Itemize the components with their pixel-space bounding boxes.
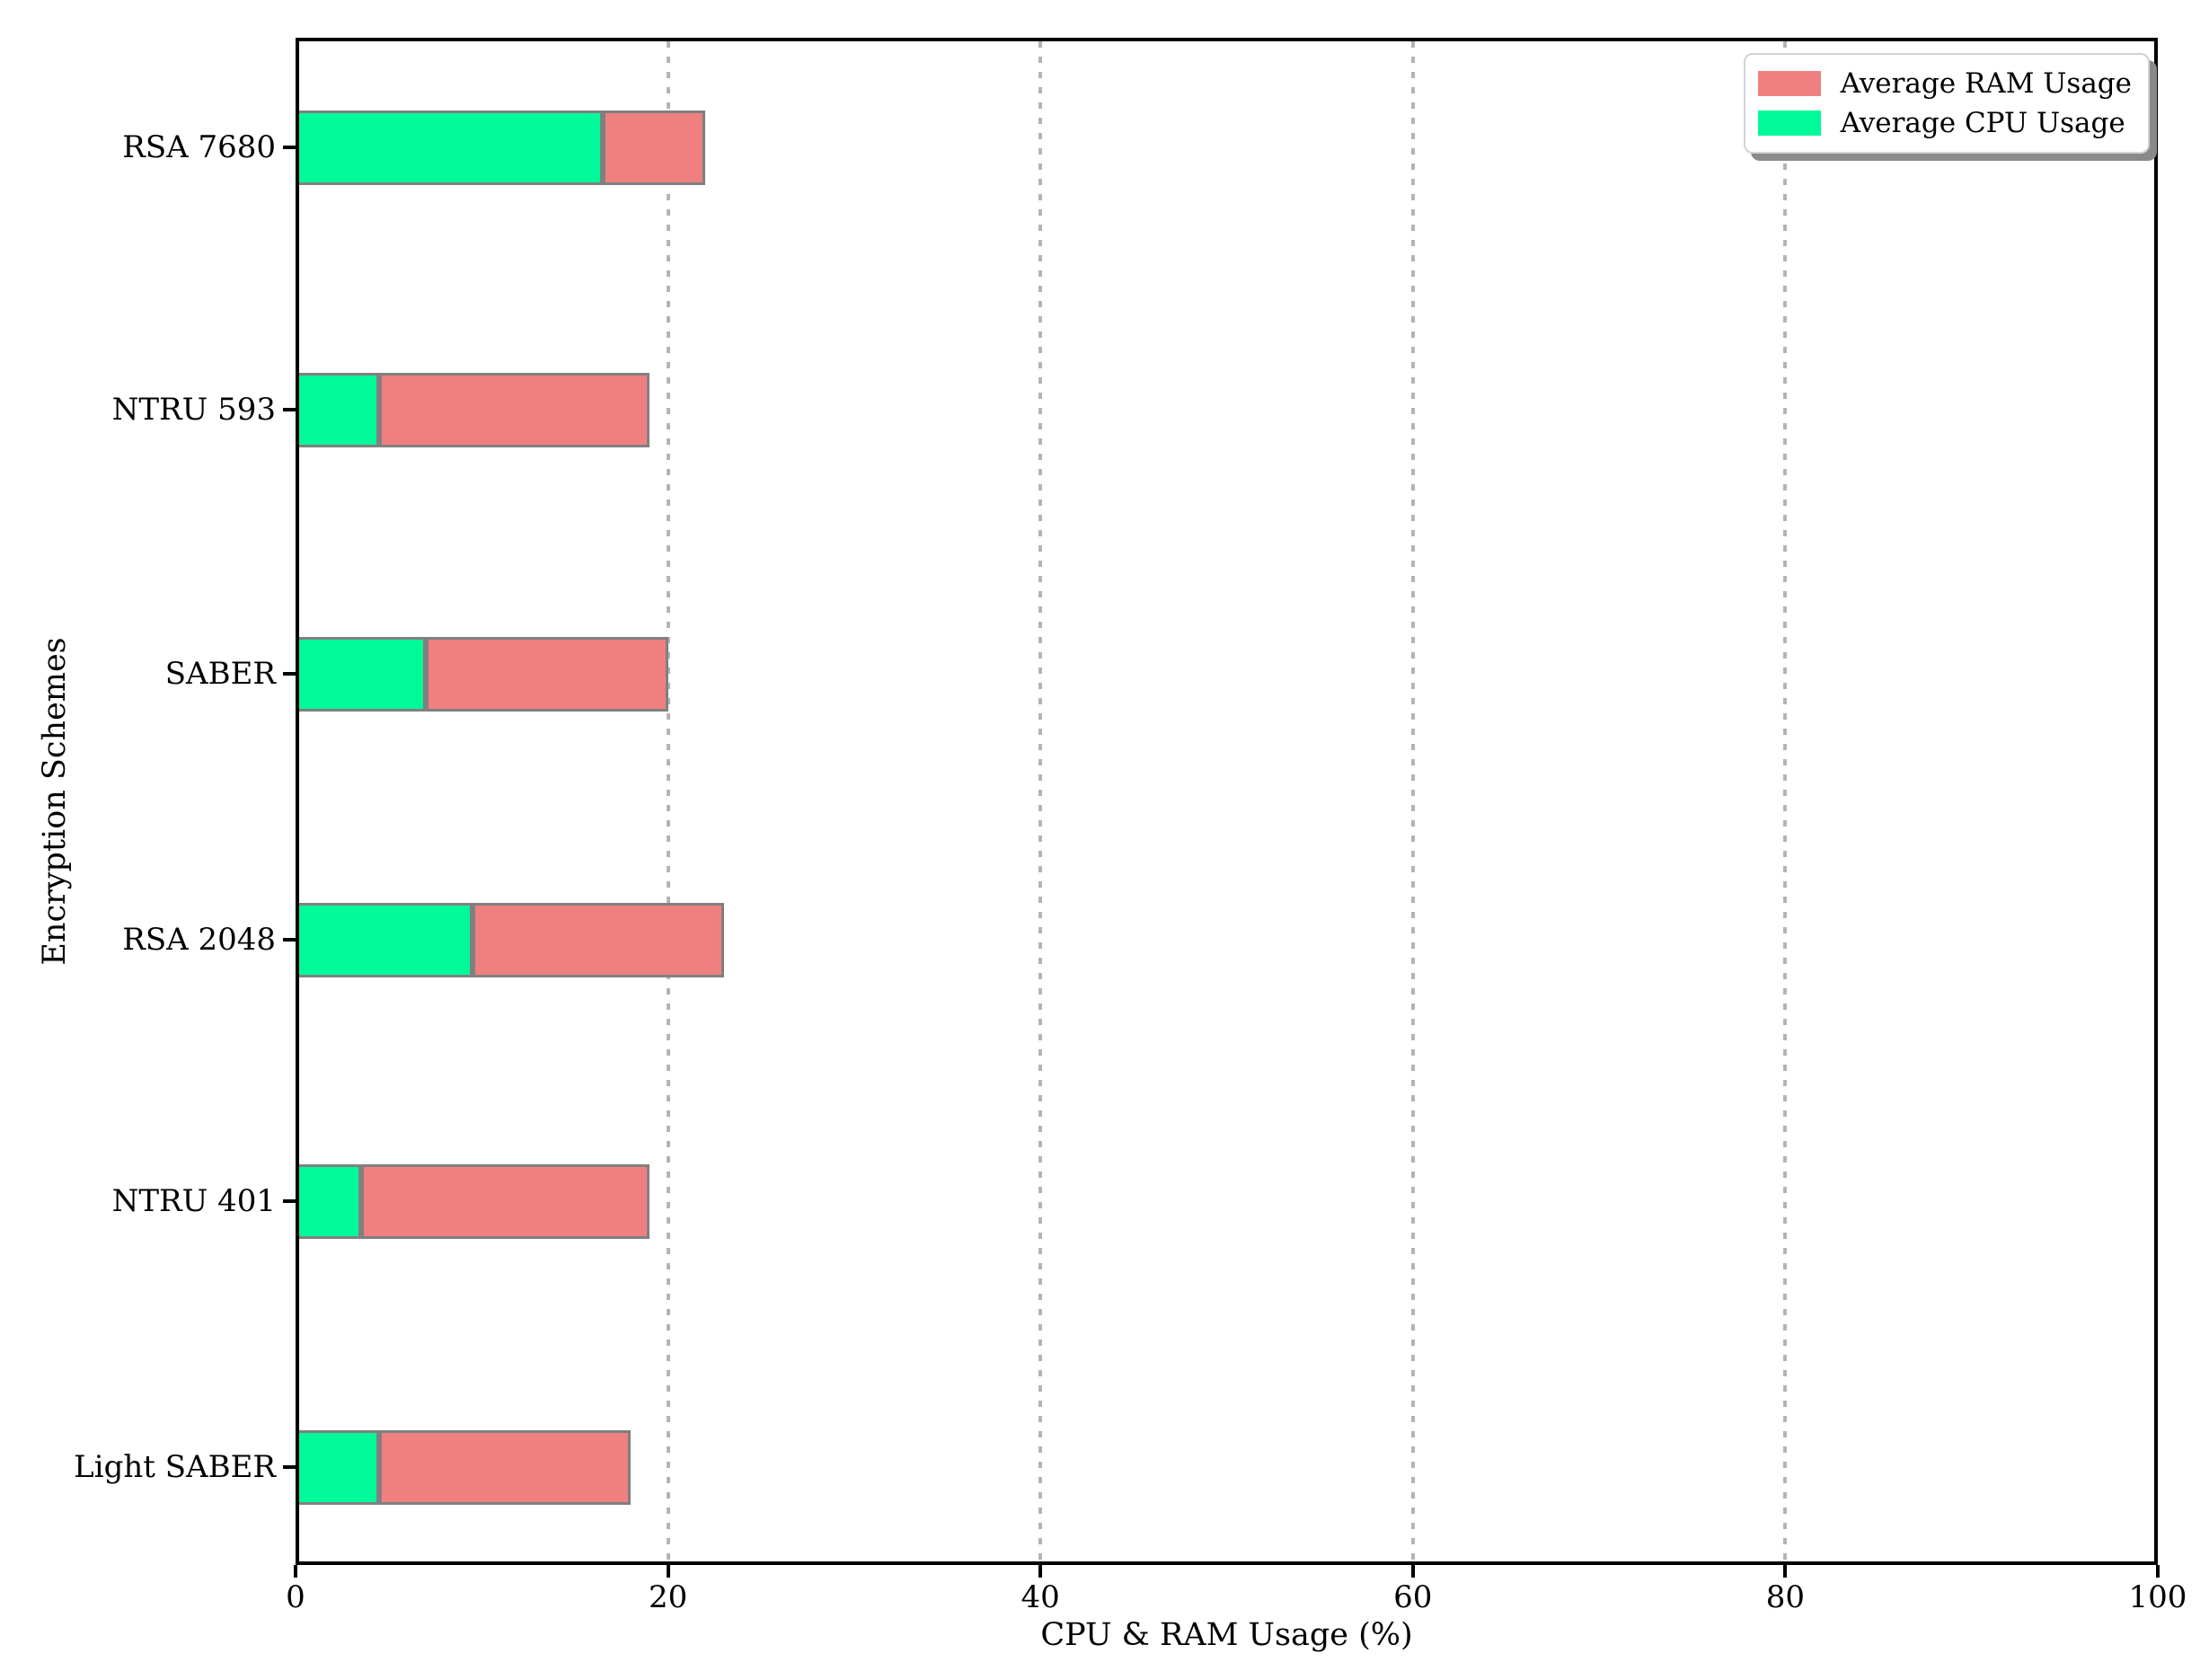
legend-swatch-average-cpu-usage (1757, 111, 1821, 136)
y-tick-saber (283, 672, 296, 676)
y-tick-light-saber (283, 1465, 296, 1469)
bar-segment--cpu--ntru-593 (296, 372, 380, 447)
bar-segment--cpu--rsa-2048 (296, 902, 473, 977)
bar-segment--ram--rsa-2048 (472, 902, 724, 977)
x-tick-100 (2156, 1565, 2160, 1578)
bar-segment--cpu--saber (296, 636, 427, 712)
bar-segment--ram--light-saber (379, 1429, 632, 1505)
bar-segment--cpu--light-saber (296, 1429, 380, 1505)
x-tick-label-80: 80 (1765, 1579, 1806, 1615)
bar-segment--cpu--ntru-401 (296, 1163, 361, 1239)
gridline-x-40 (1038, 41, 1043, 1561)
x-tick-40 (1038, 1565, 1043, 1578)
y-category-label-ntru-401: NTRU 401 (111, 1183, 276, 1219)
bar-segment--ram--rsa-7680 (603, 110, 706, 185)
bar-segment--ram--ntru-593 (379, 372, 649, 447)
gridline-x-20 (666, 41, 670, 1561)
bar-segment--cpu--rsa-7680 (296, 110, 604, 185)
gridline-x-60 (1410, 41, 1415, 1561)
legend-entry-average-ram-usage: Average RAM Usage (1757, 64, 2132, 103)
x-tick-label-60: 60 (1393, 1579, 1433, 1615)
x-tick-label-20: 20 (648, 1579, 688, 1615)
x-tick-20 (666, 1565, 670, 1578)
x-axis-title: CPU & RAM Usage (%) (1040, 1617, 1413, 1653)
x-tick-label-40: 40 (1021, 1579, 1060, 1615)
bar-segment--ram--saber (426, 636, 668, 712)
y-tick-ntru-593 (283, 408, 296, 411)
y-axis-title: Encryption Schemes (37, 637, 73, 966)
legend-label-average-cpu-usage: Average CPU Usage (1840, 107, 2125, 139)
y-category-label-saber: SABER (164, 656, 276, 692)
legend-label-average-ram-usage: Average RAM Usage (1840, 67, 2132, 100)
x-tick-80 (1783, 1565, 1788, 1578)
y-category-label-rsa-7680: RSA 7680 (122, 129, 276, 165)
y-tick-rsa-7680 (283, 146, 296, 149)
legend-entry-average-cpu-usage: Average CPU Usage (1757, 103, 2132, 143)
y-tick-rsa-2048 (283, 938, 296, 942)
x-tick-0 (294, 1565, 297, 1578)
y-category-label-rsa-2048: RSA 2048 (122, 922, 276, 958)
plot-area-border (296, 38, 2158, 1565)
bar-segment--ram--ntru-401 (360, 1163, 649, 1239)
gridline-x-80 (1783, 41, 1788, 1561)
y-category-label-light-saber: Light SABER (74, 1449, 276, 1485)
x-tick-60 (1410, 1565, 1415, 1578)
y-category-label-ntru-593: NTRU 593 (111, 392, 276, 428)
x-tick-label-0: 0 (286, 1579, 305, 1615)
legend: Average RAM Usage Average CPU Usage (1743, 53, 2150, 154)
x-tick-label-100: 100 (2128, 1579, 2187, 1615)
legend-swatch-average-ram-usage (1757, 71, 1821, 96)
y-tick-ntru-401 (283, 1199, 296, 1203)
